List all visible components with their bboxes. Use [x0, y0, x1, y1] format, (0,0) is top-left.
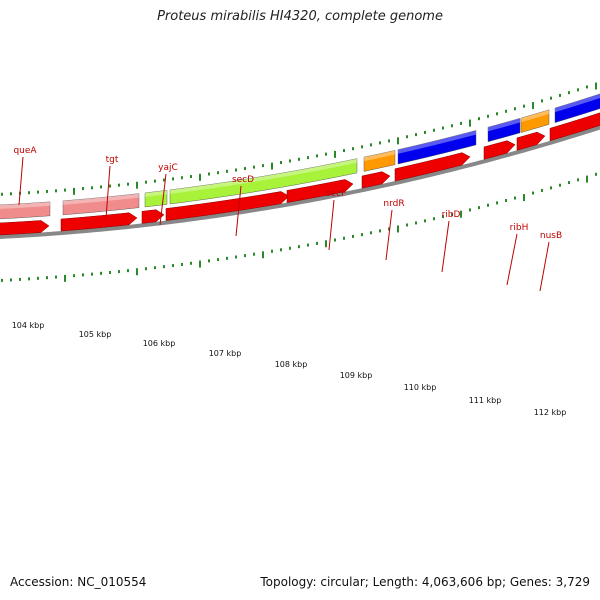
leader-ribD — [441, 220, 450, 273]
gene-label-leaders — [18, 156, 550, 292]
cog-highlight-ribH — [488, 118, 520, 132]
gene-label-tgt: tgt — [106, 155, 119, 165]
leader-tgt — [105, 165, 111, 219]
gene-label-queA: queA — [13, 146, 37, 156]
leader-ribH — [506, 233, 518, 286]
scale-label-107kbp: 107 kbp — [209, 349, 242, 358]
cog-block-ribH — [487, 118, 521, 142]
scale-label-112kbp: 112 kbp — [534, 408, 567, 417]
backbone-line — [0, 125, 600, 239]
cog-block-next — [554, 93, 600, 123]
cog-highlight-tgt — [63, 193, 139, 205]
scale-label-106kbp: 106 kbp — [143, 339, 176, 348]
cds-arrow-secF — [286, 179, 354, 203]
cog-block-nusB — [520, 109, 550, 133]
gene-label-secD: secD — [232, 175, 254, 185]
cds-arrow-nrdR — [361, 171, 391, 189]
map-title: Proteus mirabilis HI4320, complete genom… — [157, 9, 443, 24]
leader-nusB — [539, 241, 550, 292]
cds-arrow-yajC — [141, 209, 165, 224]
cog-highlight-next — [555, 93, 600, 113]
cog-feature-track — [0, 93, 600, 220]
cds-arrow-secD — [165, 191, 290, 221]
gene-label-ribH: ribH — [510, 223, 529, 233]
cds-arrow-nusB — [516, 131, 546, 151]
leader-queA — [18, 156, 24, 206]
gene-label-nrdR: nrdR — [383, 199, 404, 209]
cog-block-queA — [0, 201, 51, 220]
cog-highlight-ribD — [398, 130, 476, 154]
cds-arrow-next — [549, 112, 600, 142]
gene-label-nusB: nusB — [540, 231, 562, 241]
scale-label-111kbp: 111 kbp — [469, 396, 502, 405]
gene-label-ribD: ribD — [442, 210, 461, 220]
cog-highlight-nrdR — [364, 150, 395, 162]
scale-label-104kbp: 104 kbp — [12, 321, 45, 330]
upper-tick-marks — [1, 82, 597, 196]
cds-arrow-ribH — [483, 140, 516, 160]
leader-secF — [328, 199, 335, 251]
gene-label-secF: secF — [326, 189, 346, 199]
leader-nrdR — [385, 209, 393, 261]
cds-arrow-ribD — [394, 152, 471, 182]
cog-block-secD-secF — [169, 158, 358, 205]
lower-tick-marks — [1, 172, 597, 282]
cog-highlight-secD-secF — [170, 158, 357, 194]
cog-block-nrdR — [363, 150, 396, 172]
cog-block-yajC — [144, 190, 168, 208]
gene-labels: queA tgt yajC secD secF nrdR ribD ribH nusB — [13, 146, 562, 241]
cog-highlight-yajC — [145, 190, 167, 197]
leader-secD — [235, 185, 242, 237]
cog-block-ribD — [397, 130, 477, 165]
cog-highlight-queA — [0, 201, 50, 209]
accession-text: Accession: NC_010554 — [10, 575, 147, 589]
gene-label-yajC: yajC — [158, 163, 178, 173]
cog-block-tgt — [62, 193, 140, 216]
genome-summary-text: Topology: circular; Length: 4,063,606 bp… — [260, 575, 590, 589]
scale-labels: 104 kbp 105 kbp 106 kbp 107 kbp 108 kbp 109 k… — [12, 321, 567, 417]
leader-yajC — [159, 173, 167, 226]
scale-label-105kbp: 105 kbp — [79, 330, 112, 339]
cds-arrow-queA — [0, 220, 50, 236]
scale-label-110kbp: 110 kbp — [404, 383, 437, 392]
cog-highlight-nusB — [521, 109, 549, 123]
scale-label-108kbp: 108 kbp — [275, 360, 308, 369]
scale-label-109kbp: 109 kbp — [340, 371, 373, 380]
cds-feature-track — [0, 112, 600, 236]
genome-backbone — [0, 125, 600, 239]
cds-arrow-tgt — [60, 212, 138, 232]
